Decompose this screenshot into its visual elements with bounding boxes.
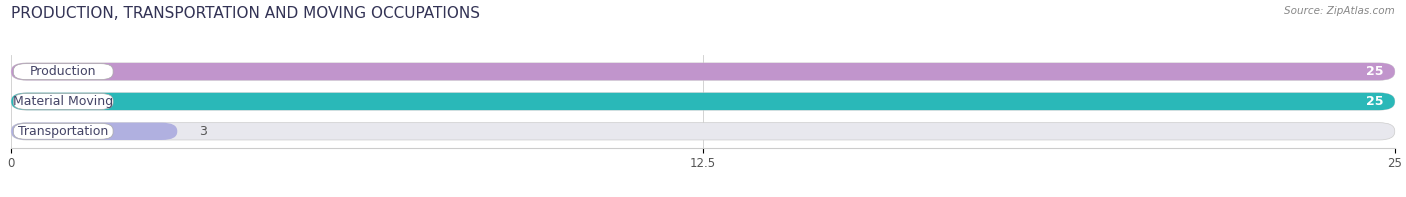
FancyBboxPatch shape <box>14 94 112 109</box>
Text: PRODUCTION, TRANSPORTATION AND MOVING OCCUPATIONS: PRODUCTION, TRANSPORTATION AND MOVING OC… <box>11 6 481 21</box>
FancyBboxPatch shape <box>14 64 112 80</box>
FancyBboxPatch shape <box>11 93 1395 110</box>
Text: 25: 25 <box>1367 65 1384 78</box>
Text: Source: ZipAtlas.com: Source: ZipAtlas.com <box>1284 6 1395 16</box>
Text: Production: Production <box>30 65 97 78</box>
FancyBboxPatch shape <box>11 123 177 140</box>
Text: 25: 25 <box>1367 95 1384 108</box>
Text: Material Moving: Material Moving <box>13 95 114 108</box>
FancyBboxPatch shape <box>11 93 1395 110</box>
Text: 3: 3 <box>200 125 207 138</box>
FancyBboxPatch shape <box>14 123 112 139</box>
Text: Transportation: Transportation <box>18 125 108 138</box>
FancyBboxPatch shape <box>11 63 1395 80</box>
FancyBboxPatch shape <box>11 123 1395 140</box>
FancyBboxPatch shape <box>11 63 1395 80</box>
